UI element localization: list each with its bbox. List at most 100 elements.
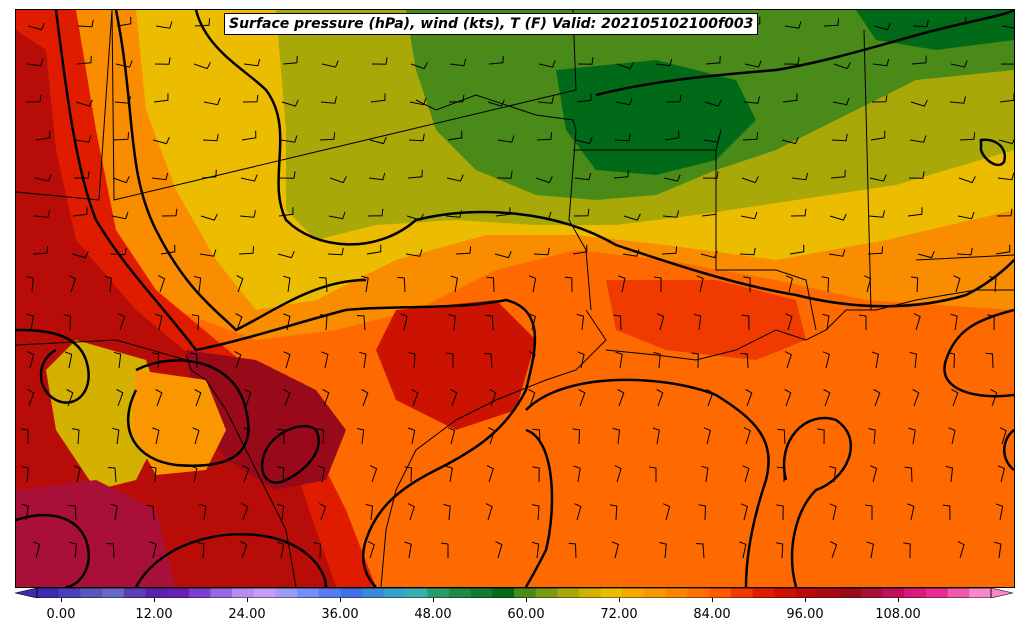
- map-frame: [15, 9, 1015, 588]
- wind-barb: [998, 138, 1014, 145]
- wind-barb: [113, 351, 122, 369]
- wind-barb: [406, 213, 424, 221]
- wind-barb: [910, 99, 928, 107]
- wind-barb: [783, 57, 800, 65]
- wind-barb: [873, 389, 881, 407]
- wind-barb: [234, 351, 242, 369]
- wind-barb: [154, 313, 163, 331]
- wind-barb: [829, 213, 847, 221]
- wind-barb: [77, 19, 94, 28]
- wind-barb: [997, 172, 1014, 181]
- wind-barb: [446, 352, 454, 368]
- wind-barb: [741, 176, 759, 184]
- colorbar-tick-label: 96.00: [786, 607, 824, 622]
- wind-barb: [189, 352, 198, 369]
- colorbar-segment: [470, 588, 493, 598]
- wind-barb: [278, 207, 294, 217]
- wind-barb: [701, 465, 709, 483]
- wind-barb: [116, 389, 124, 407]
- colorbar-tick-label: 60.00: [507, 607, 545, 622]
- wind-barb: [488, 427, 496, 445]
- wind-barb: [155, 21, 173, 29]
- colorbar-segment: [167, 588, 190, 598]
- wind-barb: [241, 503, 249, 521]
- wind-barb: [448, 94, 465, 103]
- wind-barb: [958, 176, 976, 184]
- wind-barb: [908, 171, 925, 179]
- wind-barb: [823, 18, 840, 27]
- wind-barb: [26, 313, 34, 331]
- wind-barb: [194, 389, 202, 407]
- colorbar-segment: [665, 588, 688, 598]
- wind-barb: [408, 133, 425, 142]
- colorbar-segment: [210, 588, 233, 598]
- wind-barb: [281, 99, 299, 107]
- wind-barb: [999, 427, 1007, 445]
- wind-barb: [942, 504, 951, 521]
- wind-barb: [743, 96, 760, 104]
- wind-barb: [789, 244, 805, 255]
- colorbar-segment: [275, 588, 298, 598]
- wind-barb: [152, 136, 170, 145]
- wind-barb: [614, 133, 631, 142]
- wind-barb: [276, 466, 285, 483]
- wind-barb: [68, 504, 77, 521]
- wind-barb: [282, 55, 298, 65]
- wind-barb: [907, 503, 915, 521]
- wind-barb: [149, 466, 157, 483]
- wind-barb: [822, 313, 830, 331]
- wind-barb: [151, 172, 169, 181]
- wind-barb: [320, 314, 328, 331]
- wind-barb: [909, 351, 918, 369]
- wind-barb: [611, 541, 619, 559]
- wind-barb: [656, 389, 664, 407]
- wind-barb: [320, 96, 337, 104]
- colorbar-segment: [860, 588, 884, 598]
- wind-barb: [197, 542, 205, 559]
- wind-barb: [283, 389, 291, 407]
- wind-barb: [152, 427, 160, 445]
- wind-barb: [242, 465, 250, 483]
- wind-barb: [945, 465, 954, 483]
- wind-barb: [871, 94, 888, 103]
- wind-barb: [236, 275, 244, 293]
- wind-barb: [361, 389, 369, 407]
- wind-barb: [662, 210, 679, 218]
- wind-barb: [776, 466, 785, 483]
- wind-barb: [609, 504, 618, 521]
- colorbar-segment: [405, 588, 428, 598]
- wind-barb: [495, 207, 511, 217]
- wind-barb: [744, 60, 762, 68]
- wind-barb: [830, 169, 846, 179]
- wind-barb: [784, 21, 802, 29]
- wind-barb: [574, 172, 592, 181]
- wind-barb: [957, 541, 965, 559]
- wind-barb: [356, 427, 365, 445]
- wind-barb: [240, 174, 258, 182]
- wind-barb: [404, 541, 412, 559]
- wind-barb: [161, 208, 178, 217]
- wind-barb: [63, 314, 72, 331]
- wind-barb: [113, 132, 130, 141]
- wind-barb: [662, 503, 671, 521]
- wind-barb: [912, 389, 920, 407]
- wind-barb: [985, 352, 994, 369]
- wind-barb: [367, 541, 375, 559]
- wind-barb: [828, 465, 837, 483]
- colorbar-tick-label: 36.00: [321, 607, 359, 622]
- wind-barb: [404, 466, 413, 483]
- wind-barb: [536, 132, 553, 141]
- wind-barb: [742, 132, 759, 141]
- wind-barb: [64, 351, 73, 369]
- wind-barb: [243, 427, 251, 445]
- colorbar-segment: [37, 588, 60, 598]
- wind-barb: [104, 275, 113, 293]
- wind-barb: [118, 313, 126, 331]
- wind-barb: [701, 207, 717, 217]
- wind-barb: [917, 250, 935, 259]
- colorbar-segment: [795, 588, 819, 598]
- wind-barb: [989, 276, 997, 293]
- colorbar-segment: [318, 588, 342, 598]
- wind-barb: [244, 389, 252, 407]
- wind-barb: [27, 22, 45, 31]
